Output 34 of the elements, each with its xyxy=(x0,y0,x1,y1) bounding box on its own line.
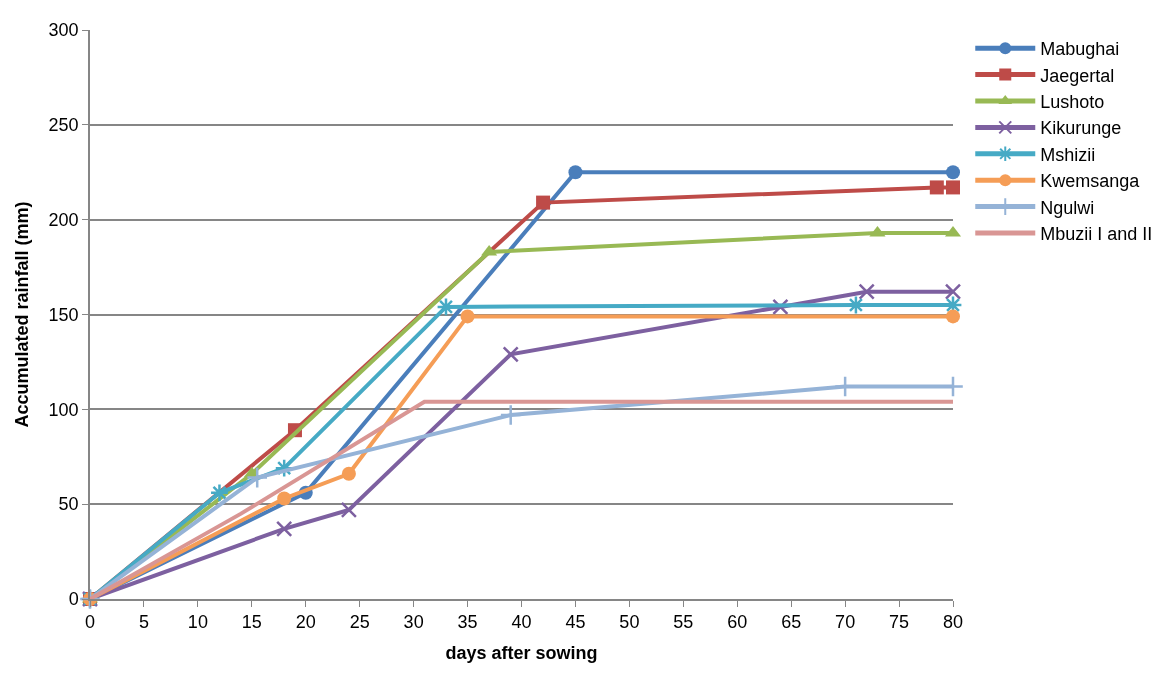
y-tick-label: 150 xyxy=(48,304,79,325)
legend-label: Lushoto xyxy=(1040,92,1105,113)
x-tick-label: 75 xyxy=(889,612,910,633)
x-tick-label: 50 xyxy=(619,612,640,633)
legend-label: Ngulwi xyxy=(1040,197,1095,218)
x-tick-label: 25 xyxy=(349,612,370,633)
x-tick-label: 65 xyxy=(781,612,802,633)
y-tick-label: 50 xyxy=(58,494,79,515)
x-tick-label: 35 xyxy=(457,612,478,633)
x-axis-title: days after sowing xyxy=(445,642,598,663)
legend-label: Mbuzii I and II xyxy=(1040,224,1153,245)
y-tick-label: 100 xyxy=(48,399,79,420)
x-tick-label: 60 xyxy=(727,612,748,633)
legend-label: Jaegertal xyxy=(1040,65,1115,86)
x-tick-label: 10 xyxy=(187,612,208,633)
legend-label: Mshizii xyxy=(1040,144,1096,165)
x-tick-label: 0 xyxy=(84,612,96,633)
y-tick-label: 300 xyxy=(48,20,79,41)
legend-label: Kikurunge xyxy=(1040,118,1122,139)
y-tick-label: 0 xyxy=(68,589,79,610)
x-tick-label: 80 xyxy=(942,612,964,633)
x-tick-label: 45 xyxy=(565,612,586,633)
x-tick-label: 70 xyxy=(835,612,856,633)
legend-label: Mabughai xyxy=(1040,39,1120,60)
legend-label: Kwemsanga xyxy=(1040,171,1141,192)
y-tick-label: 250 xyxy=(48,115,79,136)
x-tick-label: 5 xyxy=(138,612,149,633)
y-tick-label: 200 xyxy=(48,209,79,230)
x-tick-label: 55 xyxy=(673,612,694,633)
x-tick-label: 30 xyxy=(403,612,424,633)
y-axis-title: Accumulated rainfall (mm) xyxy=(12,201,33,428)
x-tick-label: 15 xyxy=(241,612,262,633)
x-tick-label: 20 xyxy=(295,612,316,633)
x-tick-label: 40 xyxy=(511,612,532,633)
